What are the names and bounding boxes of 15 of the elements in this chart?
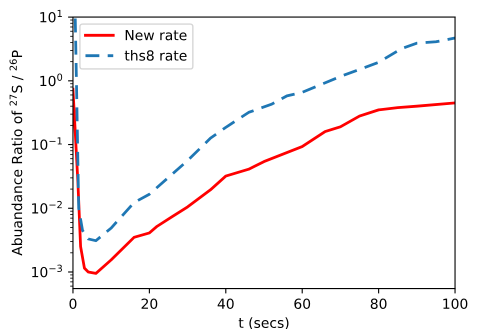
- x-tick-label: 0: [69, 298, 76, 310]
- y-tick-label: 10$^{0}$: [40, 73, 62, 86]
- x-tick-label: 100: [443, 298, 468, 310]
- legend-label: ths8 rate: [124, 50, 187, 61]
- y-tick-label: 10$^{−3}$: [32, 264, 62, 278]
- line-series: [72, 88, 456, 275]
- x-tick-label: 80: [370, 298, 387, 310]
- x-tick-label: 60: [294, 298, 310, 310]
- y-tick-label: 10$^{−2}$: [32, 200, 62, 214]
- y-axis-title: Abuandance Ratio of $^{27}$S / $^{26}$P: [10, 50, 24, 256]
- legend-label: New rate: [126, 30, 187, 40]
- x-tick-label: 40: [218, 298, 234, 310]
- x-tick-label: 20: [142, 298, 158, 310]
- y-tick-label: 10$^{−1}$: [32, 137, 62, 150]
- y-tick-label: 10$^{1}$: [40, 10, 62, 22]
